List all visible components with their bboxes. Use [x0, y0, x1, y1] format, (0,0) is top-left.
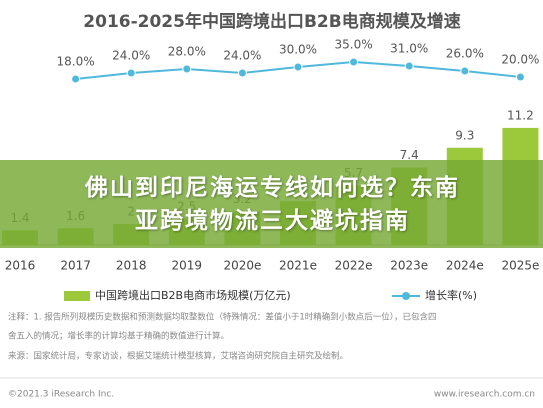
line-point — [182, 64, 192, 74]
x-tick-label: 2017 — [60, 259, 91, 273]
banner: 佛山到印尼海运专线如何选？东南亚跨境物流三大避坑指南 — [0, 160, 543, 248]
value-label: 31.0% — [390, 42, 428, 56]
value-label: 11.2 — [507, 108, 534, 122]
banner-title: 佛山到印尼海运专线如何选？东南亚跨境物流三大避坑指南 — [85, 175, 460, 234]
x-tick-label: 2020e — [223, 259, 261, 273]
legend-swatch — [64, 291, 90, 301]
value-label: 28.0% — [168, 45, 206, 59]
x-tick-label: 2023e — [390, 259, 428, 273]
value-label: 18.0% — [57, 55, 95, 69]
value-label: 7.4 — [400, 148, 419, 162]
legend-swatch — [402, 292, 410, 300]
line-point — [71, 74, 81, 84]
value-label: 24.0% — [112, 49, 150, 63]
annotation: 舍五入的情况；增长率的计算均基于精确的数值进行计算。 — [8, 331, 229, 342]
x-tick-label: 2024e — [446, 259, 484, 273]
value-label: 30.0% — [279, 43, 317, 57]
line-point — [515, 72, 525, 82]
line-point — [349, 57, 359, 67]
line-point — [293, 62, 303, 72]
x-tick-label: 2022e — [335, 259, 373, 273]
line-point — [460, 66, 470, 76]
legend-label: 增长率(%) — [425, 288, 477, 302]
line-point — [237, 68, 247, 78]
chart-title: 2016-2025年中国跨境出口B2B电商规模及增速 — [83, 11, 460, 32]
value-label: 26.0% — [446, 47, 484, 61]
footer-right: www.iresearch.com.cn — [434, 390, 535, 400]
footer-left: ©2021.3 iResearch Inc. — [8, 390, 114, 400]
legend-label: 中国跨境出口B2B电商市场规模(万亿元) — [95, 288, 291, 302]
value-label: 24.0% — [223, 49, 261, 63]
value-label: 20.0% — [501, 53, 539, 67]
line-point — [404, 61, 414, 71]
x-tick-label: 2019 — [172, 259, 203, 273]
annotation: 注释：1. 报告所列规模历史数据和预测数据均取整数位（特殊情况：差值小于1时精确… — [8, 312, 436, 323]
value-label: 9.3 — [455, 128, 474, 142]
x-tick-label: 2025e — [501, 259, 539, 273]
x-tick-label: 2018 — [116, 259, 147, 273]
line-point — [126, 68, 136, 78]
x-tick-label: 2016 — [5, 259, 36, 273]
annotation: 来源：国家统计局，专家访谈，根据艾瑞统计模型核算，艾瑞咨询研究院自主研究及绘制。 — [8, 351, 348, 362]
value-label: 35.0% — [335, 38, 373, 52]
x-tick-label: 2021e — [279, 259, 317, 273]
